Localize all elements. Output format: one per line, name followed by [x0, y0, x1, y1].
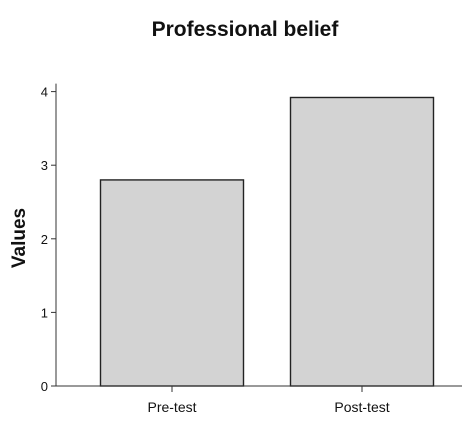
- bar-pre-test: [99, 179, 245, 387]
- y-tick-label: 0: [41, 379, 48, 394]
- bar-post-test: [289, 96, 435, 387]
- axes-group: 0 1 2 3 4 Pre-test Post-test: [41, 83, 462, 415]
- y-tick-label: 2: [41, 232, 48, 247]
- chart-title: Professional belief: [152, 18, 340, 41]
- bars-group: [99, 96, 435, 387]
- y-tick-label: 3: [41, 158, 48, 173]
- x-category-label: Pre-test: [147, 399, 196, 415]
- y-tick-label: 4: [41, 85, 48, 100]
- x-category-label: Post-test: [334, 399, 389, 415]
- y-tick-label: 1: [41, 305, 48, 320]
- y-axis-label: Values: [9, 208, 30, 268]
